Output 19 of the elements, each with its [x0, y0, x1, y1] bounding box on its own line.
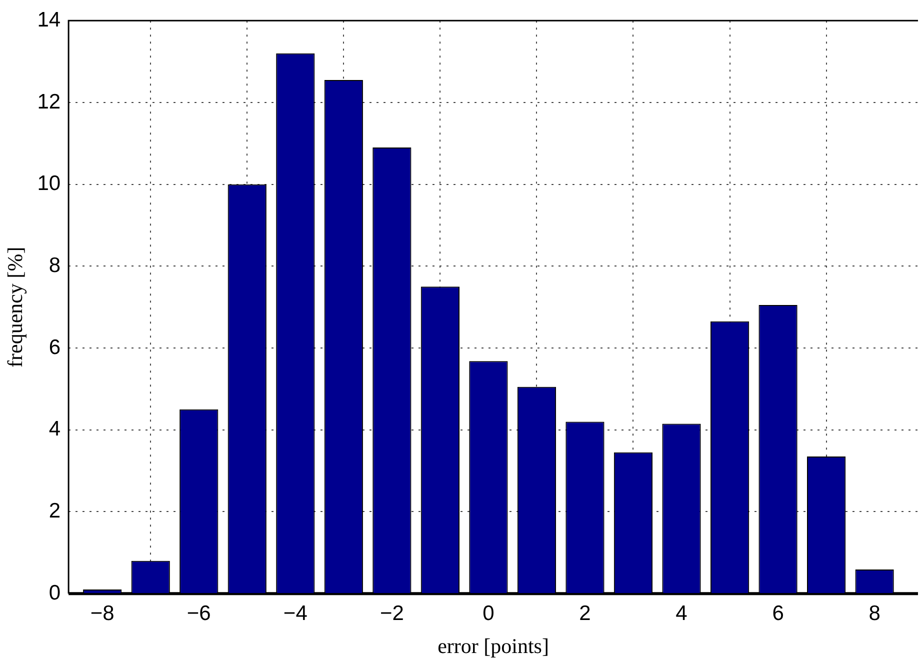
y-tick-label: 14 [37, 8, 61, 32]
y-tick-label: 0 [48, 581, 61, 604]
x-tick-label: 0 [482, 602, 494, 625]
x-axis-title: error [points] [438, 634, 549, 658]
x-tick-label: −2 [380, 602, 404, 625]
x-tick-label: 2 [579, 602, 591, 625]
y-tick-label: 4 [48, 418, 61, 441]
y-tick-label: 10 [37, 172, 61, 196]
x-tick-label: 8 [868, 602, 880, 625]
y-tick-label: 12 [37, 90, 61, 114]
x-tick-label: 4 [676, 602, 688, 625]
x-tick-label: −6 [186, 602, 211, 625]
y-tick-label: 8 [48, 254, 61, 277]
y-tick-label: 2 [48, 500, 61, 523]
x-tick-label: −8 [90, 602, 114, 625]
x-tick-label: 6 [772, 602, 784, 625]
x-tick-label: −4 [283, 602, 308, 625]
y-tick-label: 6 [48, 336, 61, 359]
y-axis-title: frequency [%] [3, 246, 28, 368]
